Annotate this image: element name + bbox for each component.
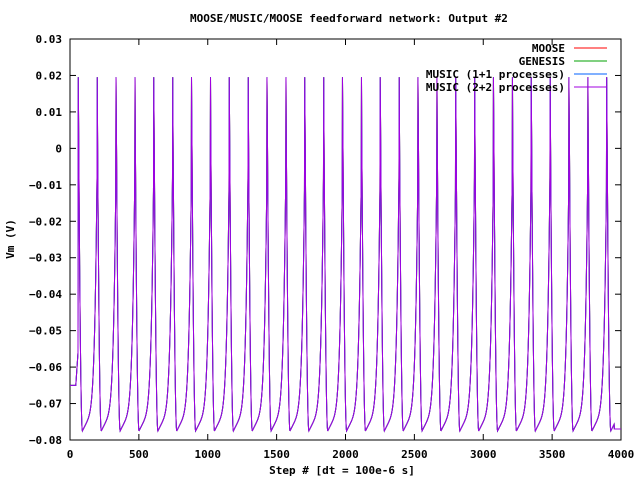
chart-title: MOOSE/MUSIC/MOOSE feedforward network: O… (190, 12, 508, 25)
y-axis-label: Vm (V) (4, 219, 17, 259)
x-tick-label: 2500 (401, 448, 428, 461)
y-tick-label: 0.03 (36, 33, 63, 46)
series-layer (70, 77, 621, 433)
x-tick-label: 0 (67, 448, 74, 461)
x-axis-label: Step # [dt = 100e-6 s] (269, 464, 415, 477)
legend-label-3: MUSIC (1+1 processes) (426, 68, 565, 81)
legend-label-4: MUSIC (2+2 processes) (426, 81, 565, 94)
x-tick-label: 500 (129, 448, 149, 461)
x-tick-label: 1500 (263, 448, 290, 461)
y-tick-label: 0 (55, 142, 62, 155)
y-tick-label: −0.02 (29, 215, 62, 228)
legend-label-2: GENESIS (519, 55, 565, 68)
y-tick-label: 0.02 (36, 69, 63, 82)
y-axis: −0.08 −0.07 −0.06 −0.05 −0.04 −0.03 −0.02 −0.01… (29, 33, 621, 447)
y-tick-label: −0.03 (29, 252, 62, 265)
series-line-4 (70, 77, 621, 433)
x-tick-label: 4000 (608, 448, 635, 461)
x-tick-label: 3000 (470, 448, 497, 461)
x-tick-label: 1000 (195, 448, 222, 461)
y-tick-label: −0.06 (29, 361, 62, 374)
x-axis: 0 500 1000 1500 2000 2500 3000 3500 4000 (67, 39, 635, 461)
y-tick-label: 0.01 (36, 106, 63, 119)
y-tick-label: −0.01 (29, 179, 62, 192)
x-tick-label: 2000 (332, 448, 359, 461)
y-tick-label: −0.05 (29, 325, 62, 338)
legend-label-1: MOOSE (532, 42, 565, 55)
x-tick-label: 3500 (539, 448, 566, 461)
y-tick-label: −0.08 (29, 434, 62, 447)
y-tick-label: −0.04 (29, 288, 62, 301)
y-tick-label: −0.07 (29, 398, 62, 411)
